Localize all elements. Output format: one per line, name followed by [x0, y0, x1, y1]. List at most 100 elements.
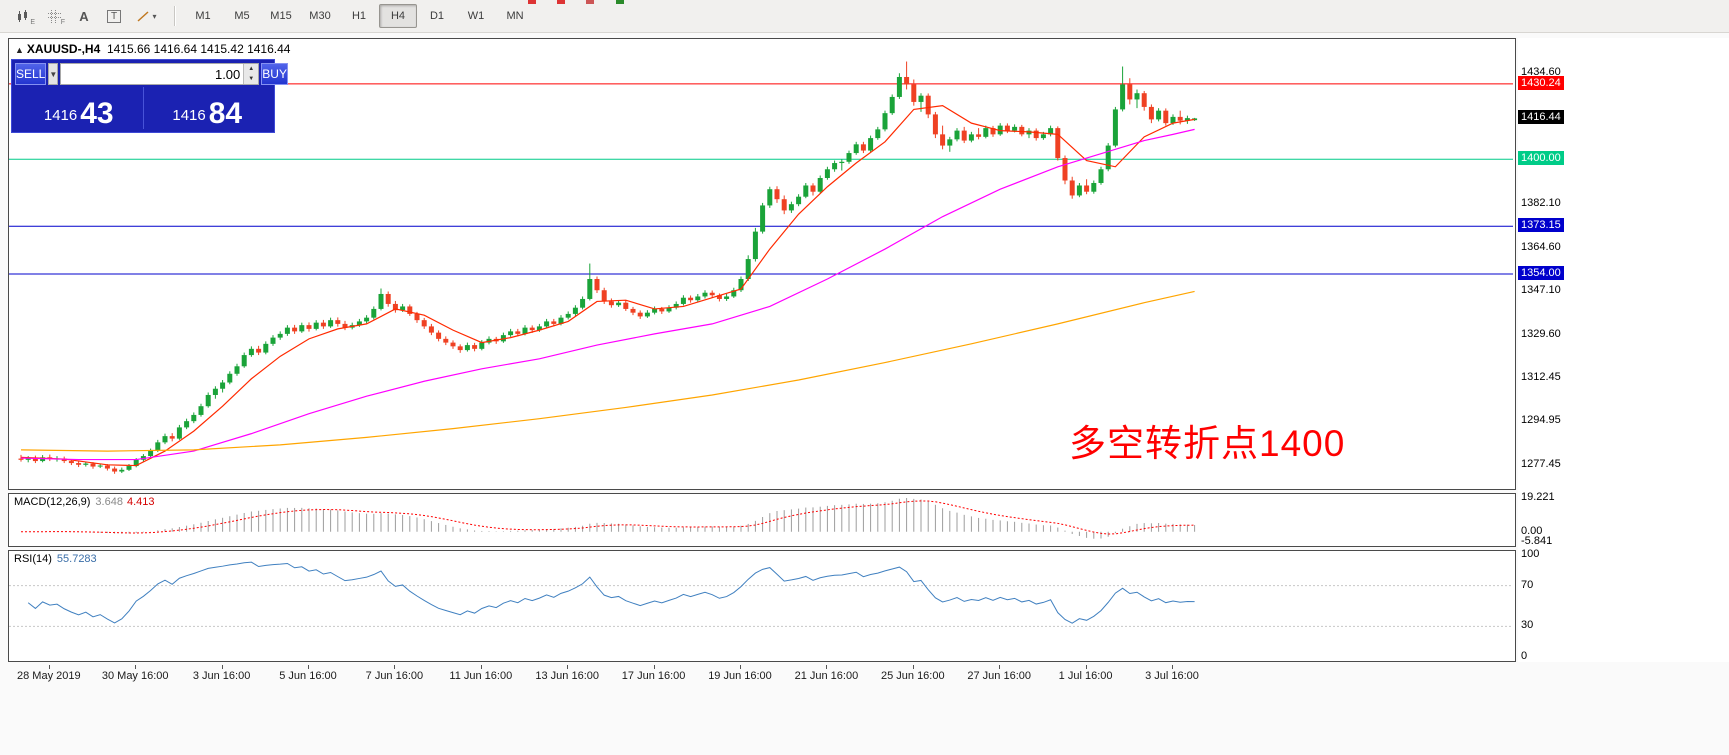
rsi-value: 55.7283 — [56, 553, 97, 565]
macd-signal-value: 4.413 — [126, 496, 155, 508]
volume-spinner: ▲ ▼ — [243, 64, 259, 84]
buy-button[interactable]: BUY — [261, 63, 288, 85]
time-axis-label: 21 Jun 16:00 — [794, 670, 859, 682]
price-axis-label: 1329.60 — [1521, 327, 1561, 340]
shapes-dropdown[interactable]: ▾ — [130, 4, 164, 28]
chart-title: ▲ XAUUSD-,H4 1415.66 1416.64 1415.42 1416… — [15, 42, 290, 56]
rsi-axis-label: 100 — [1521, 548, 1540, 560]
time-axis-tick — [1085, 665, 1087, 669]
cropped-toolbar-icon-fragment — [586, 0, 594, 4]
tf-button-d1[interactable]: D1 — [429, 10, 445, 22]
text-label-icon[interactable]: A — [70, 4, 98, 28]
sell-price-big: 1416 — [43, 107, 78, 124]
sell-price[interactable]: 1416 43 — [15, 87, 144, 129]
buy-price[interactable]: 1416 84 — [144, 87, 272, 129]
macd-main-value: 3.648 — [95, 496, 123, 508]
chart-type-icon[interactable]: E — [10, 4, 38, 28]
price-axis-label: 1294.95 — [1521, 414, 1561, 427]
macd-axis-label: -5.841 — [1521, 534, 1553, 547]
volume-dropdown-button[interactable]: ▼ — [48, 63, 59, 85]
tf-button-m15[interactable]: M15 — [270, 10, 292, 22]
grid-icon[interactable]: F — [40, 4, 68, 28]
ohlc-values: 1415.66 1416.64 1415.42 1416.44 — [106, 42, 291, 56]
macd-name: MACD(12,26,9) — [14, 496, 91, 508]
cropped-toolbar-icon-fragment — [528, 0, 536, 4]
volume-input[interactable] — [61, 64, 244, 84]
time-axis-tick — [1172, 665, 1173, 669]
time-axis[interactable]: 28 May 2019 30 May 16:00 3 Jun 16:00 5 Jun … — [8, 665, 1516, 687]
top-toolbar: E F A T ▾ M1 M5 M15 M30 H1 H4 D1 W1 MN — [0, 0, 1729, 33]
price-level-label: 1430.24 — [1518, 75, 1564, 90]
one-click-trading-panel: SELL ▼ ▲ ▼ BUY 1416 43 1416 84 — [11, 59, 288, 133]
rsi-axis-label: 0 — [1521, 650, 1528, 662]
time-axis-tick — [221, 665, 223, 669]
time-axis-tick — [912, 665, 914, 669]
volume-field-wrap: ▲ ▼ — [60, 63, 260, 85]
buy-price-big: 1416 — [172, 107, 206, 124]
rsi-name: RSI(14) — [14, 553, 52, 565]
sell-button[interactable]: SELL — [15, 63, 47, 85]
tf-button-w1[interactable]: W1 — [467, 10, 485, 22]
price-level-label: 1373.15 — [1518, 218, 1564, 233]
time-axis-label: 5 Jun 16:00 — [279, 670, 337, 682]
price-level-label: 1416.44 — [1518, 110, 1564, 125]
time-axis-label: 11 Jun 16:00 — [449, 670, 513, 682]
cropped-toolbar-icon-fragment — [616, 0, 624, 4]
price-axis[interactable]: 1434.60 1430.24 1416.44 1400.00 1382.10 1373.… — [1518, 38, 1729, 662]
volume-spin-down[interactable]: ▼ — [244, 74, 259, 84]
rsi-indicator-panel: RSI(14) 55.7283 — [8, 550, 1516, 662]
tf-button-h4[interactable]: H4 — [379, 4, 417, 28]
tf-button-m5[interactable]: M5 — [234, 10, 250, 22]
grid-glyph — [47, 9, 61, 23]
time-axis-label: 27 Jun 16:00 — [967, 670, 1031, 682]
volume-spin-up[interactable]: ▲ — [244, 64, 259, 74]
time-axis-tick — [48, 665, 50, 669]
rsi-canvas[interactable] — [9, 551, 1515, 661]
time-axis-label: 7 Jun 16:00 — [365, 670, 424, 682]
tf-button-m30[interactable]: M30 — [309, 10, 331, 22]
time-axis-tick — [135, 665, 137, 669]
time-axis-tick — [653, 665, 655, 669]
tool-sub-label: E — [30, 19, 35, 26]
buy-price-pips: 84 — [208, 96, 243, 130]
time-axis-tick — [308, 665, 309, 669]
tf-button-m1[interactable]: M1 — [195, 10, 211, 22]
time-axis-label: 28 May 2019 — [16, 670, 81, 682]
cropped-toolbar-icon-fragment — [557, 0, 565, 4]
price-axis-label: 1277.45 — [1521, 457, 1561, 470]
rsi-label: RSI(14) 55.7283 — [14, 553, 97, 565]
timeframe-group: M1 M5 M15 M30 H1 H4 D1 W1 MN — [184, 4, 535, 28]
price-axis-label: 1347.10 — [1521, 284, 1561, 297]
candlestick-glyph — [18, 9, 27, 22]
price-axis-label: 1434.60 — [1521, 66, 1561, 78]
text-box-icon[interactable]: T — [100, 4, 128, 28]
rsi-axis-label: 30 — [1521, 619, 1534, 632]
time-axis-tick — [999, 665, 1001, 669]
price-level-label: 1354.00 — [1518, 266, 1564, 281]
price-chart-canvas[interactable] — [9, 39, 1515, 489]
chart-annotation-text: 多空转折点1400 — [1069, 423, 1346, 464]
line-tool-glyph — [137, 10, 149, 22]
time-axis-label: 3 Jul 16:00 — [1145, 670, 1199, 682]
macd-label: MACD(12,26,9) 3.648 4.413 — [14, 496, 154, 508]
price-axis-label: 1382.10 — [1521, 196, 1561, 209]
time-axis-label: 30 May 16:00 — [101, 670, 169, 682]
macd-canvas[interactable] — [9, 494, 1515, 546]
tool-sub-label: F — [60, 19, 65, 26]
macd-indicator-panel: MACD(12,26,9) 3.648 4.413 — [8, 493, 1516, 547]
macd-axis-label: 19.221 — [1521, 491, 1555, 503]
boxed-t-glyph: T — [106, 9, 122, 23]
time-axis-label: 19 Jun 16:00 — [708, 670, 772, 682]
tf-button-mn[interactable]: MN — [506, 10, 524, 22]
time-axis-label: 13 Jun 16:00 — [535, 670, 599, 682]
one-click-toggle-icon[interactable]: ▲ — [15, 45, 24, 55]
time-axis-label: 25 Jun 16:00 — [880, 670, 945, 682]
macd-axis-label: 0.00 — [1521, 524, 1543, 537]
time-axis-label: 1 Jul 16:00 — [1058, 670, 1113, 682]
tf-button-h1[interactable]: H1 — [351, 10, 367, 22]
rsi-axis-label: 70 — [1521, 578, 1534, 591]
price-axis-label: 1312.45 — [1521, 370, 1561, 383]
letter-a-glyph: A — [79, 8, 89, 24]
time-axis-label: 17 Jun 16:00 — [621, 670, 686, 682]
